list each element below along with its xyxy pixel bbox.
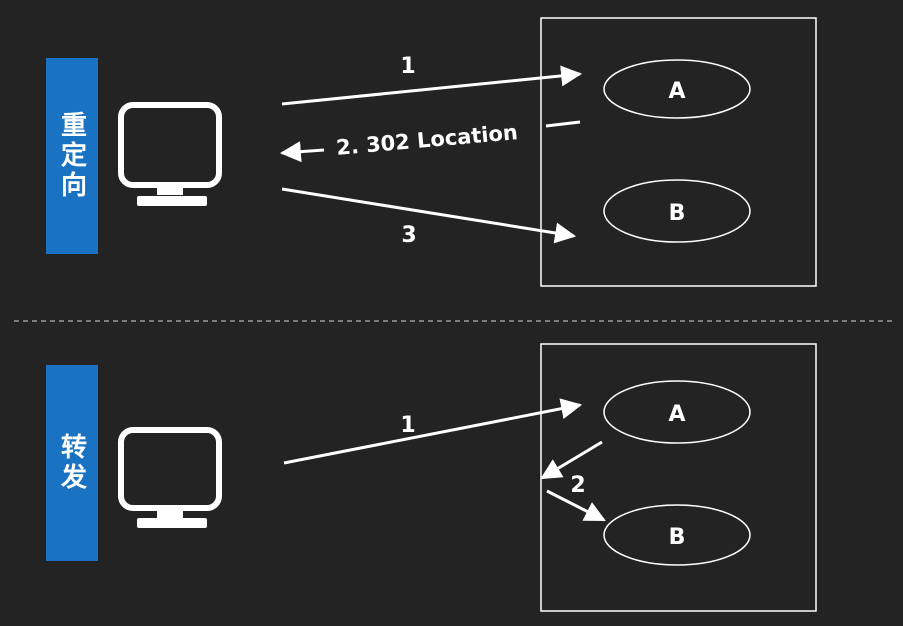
top-arrow-3-label: 3 [401, 223, 416, 248]
top-arrow-1-label: 1 [400, 54, 415, 79]
bottom-arrow-2-label: 2 [570, 473, 585, 498]
forward-label: 转发 [46, 365, 98, 561]
bottom-node-b [603, 504, 751, 566]
bottom-arrow-1-label: 1 [400, 413, 415, 438]
top-node-a [603, 59, 751, 119]
top-arrow-1 [281, 65, 583, 106]
top-node-b [603, 179, 751, 243]
top-computer-icon [118, 102, 222, 206]
bottom-arrow-1 [283, 398, 583, 465]
bottom-node-a-label: A [668, 402, 685, 427]
top-arrow-2-label: 2. 302 Location [335, 120, 518, 160]
bottom-node-a [603, 380, 751, 444]
bottom-arrow-2a [540, 440, 603, 480]
bottom-computer-icon [118, 427, 222, 528]
redirect-label: 重定向 [46, 58, 98, 254]
top-server-box [540, 17, 817, 287]
bottom-node-b-label: B [669, 525, 686, 550]
top-arrow-2 [279, 141, 325, 163]
top-node-b-label: B [669, 201, 686, 226]
top-arrow-3 [281, 187, 577, 244]
top-node-a-label: A [668, 79, 685, 104]
top-arrow-2-tail [545, 120, 581, 128]
bottom-arrow-2b [546, 489, 606, 522]
